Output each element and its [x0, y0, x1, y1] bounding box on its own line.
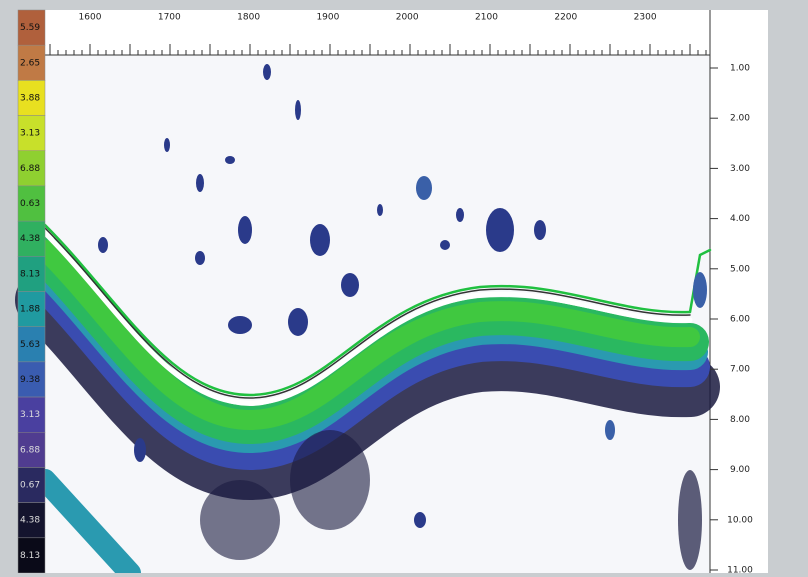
- color-scale-label: 3.13: [20, 129, 40, 139]
- color-scale-label: 8.13: [20, 269, 40, 279]
- color-scale-label: 3.13: [20, 410, 40, 420]
- color-scale-label: 9.38: [20, 375, 40, 385]
- x-tick-label: 2300: [634, 13, 657, 23]
- depth-tick-label: 8.00: [730, 415, 750, 425]
- x-tick-label: 1800: [237, 13, 260, 23]
- color-scale-label: 5.63: [20, 340, 40, 350]
- depth-tick-label: 11.00: [727, 566, 753, 574]
- depth-tick-label: 6.00: [730, 315, 750, 325]
- color-scale-label: 3.88: [20, 93, 40, 103]
- color-cell: [17, 150, 46, 187]
- color-cell: [17, 537, 46, 574]
- color-cell: [17, 44, 46, 81]
- x-minor-ticks: [49, 44, 707, 55]
- depth-tick-label: 9.00: [730, 465, 750, 475]
- depth-tick-label: 4.00: [730, 214, 750, 224]
- color-cell: [17, 361, 46, 398]
- color-scale-label: 1.88: [20, 305, 40, 315]
- color-cell: [17, 185, 46, 222]
- x-tick-label: 2200: [554, 13, 577, 23]
- color-cell: [17, 220, 46, 257]
- x-tick-label: 1700: [158, 13, 181, 23]
- color-scale-label: 5.59: [20, 23, 40, 33]
- color-cell: [17, 467, 46, 503]
- color-scale-label: 4.38: [20, 516, 40, 526]
- color-scale-label: 6.88: [20, 445, 40, 455]
- color-cell: [17, 396, 46, 433]
- color-cell: [17, 326, 46, 363]
- color-cell: [17, 256, 46, 292]
- color-scale-label: 2.65: [20, 58, 40, 68]
- color-scale-label: 6.88: [20, 164, 40, 174]
- color-scale-label: 0.67: [20, 481, 40, 491]
- depth-tick-label: 10.00: [727, 515, 753, 525]
- depth-tick-label: 7.00: [730, 365, 750, 375]
- x-tick-label: 2100: [475, 13, 498, 23]
- color-scale-label: 4.38: [20, 234, 40, 244]
- x-tick-label: 2000: [396, 13, 419, 23]
- x-tick-label: 1900: [316, 13, 339, 23]
- depth-tick-label: 5.00: [730, 264, 750, 274]
- color-scale-label: 8.13: [20, 551, 40, 561]
- color-cell: [17, 9, 46, 46]
- depth-tick-label: 1.00: [730, 64, 750, 74]
- echo-targets: [98, 64, 707, 570]
- depth-axis-strip: [710, 10, 768, 573]
- x-axis-strip: [45, 10, 710, 55]
- color-scale-label: 0.63: [20, 199, 40, 209]
- x-tick-label: 1600: [79, 13, 102, 23]
- color-cell: [17, 115, 46, 151]
- depth-tick-label: 3.00: [730, 164, 750, 174]
- depth-tick-label: 2.00: [730, 114, 750, 124]
